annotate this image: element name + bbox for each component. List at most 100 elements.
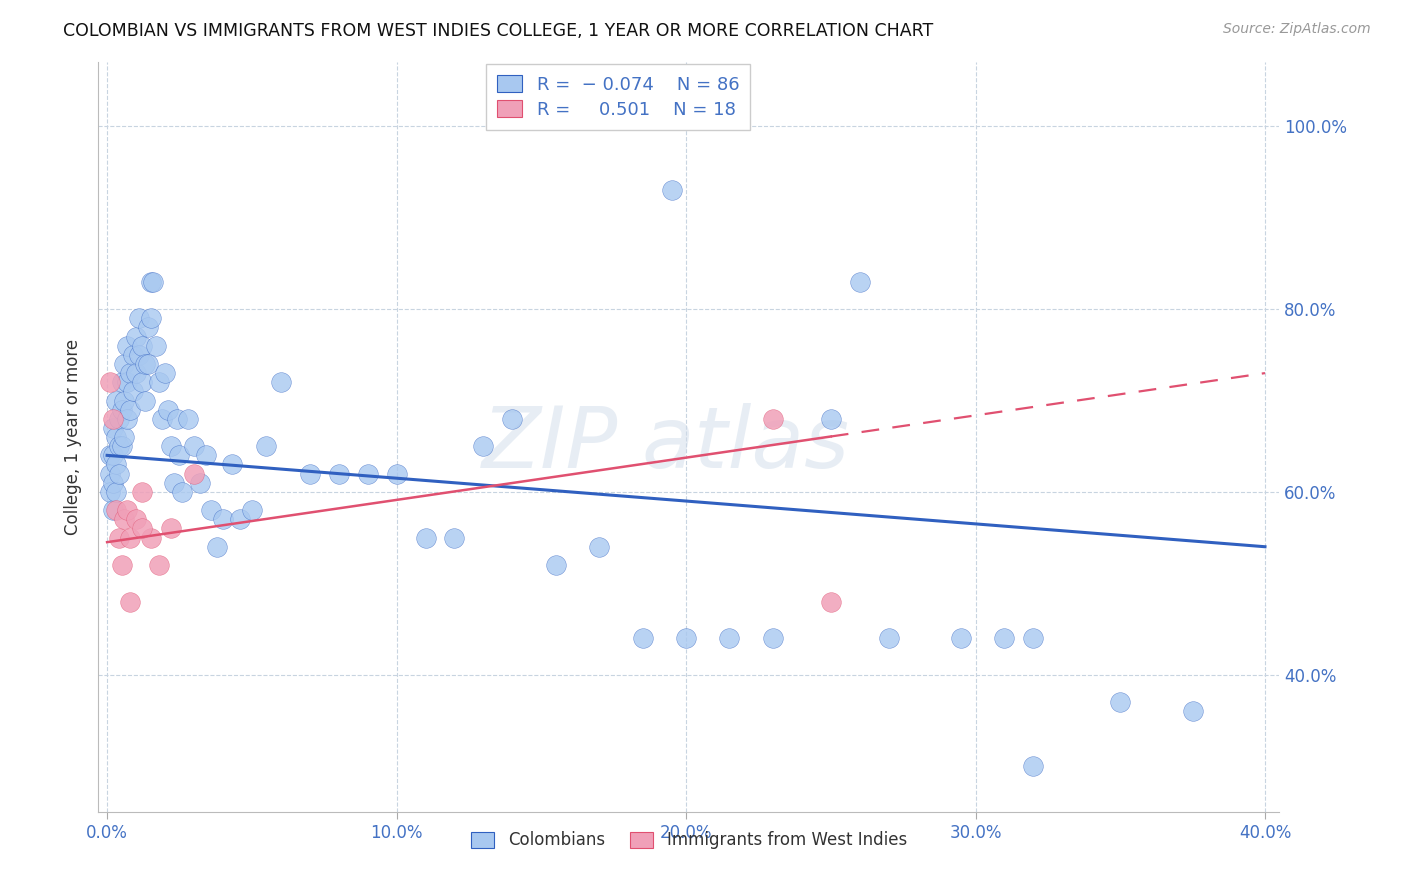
- Point: [205, 540, 228, 554]
- Point: [120, 594, 142, 608]
- Text: COLOMBIAN VS IMMIGRANTS FROM WEST INDIES COLLEGE, 1 YEAR OR MORE CORRELATION CHA: COLOMBIAN VS IMMIGRANTS FROM WEST INDIES…: [63, 22, 934, 40]
- Point: [415, 531, 437, 545]
- Point: [229, 512, 252, 526]
- Point: [131, 339, 153, 353]
- Point: [117, 339, 139, 353]
- Point: [298, 467, 321, 481]
- Point: [101, 475, 124, 490]
- Point: [544, 558, 567, 572]
- Point: [385, 467, 408, 481]
- Point: [110, 558, 132, 572]
- Point: [128, 311, 150, 326]
- Point: [128, 348, 150, 362]
- Point: [718, 631, 741, 645]
- Point: [125, 329, 148, 343]
- Point: [114, 430, 136, 444]
- Point: [101, 448, 124, 462]
- Point: [117, 412, 139, 426]
- Point: [150, 412, 173, 426]
- Point: [139, 531, 162, 545]
- Point: [104, 503, 127, 517]
- Point: [183, 467, 205, 481]
- Point: [183, 439, 205, 453]
- Point: [848, 275, 870, 289]
- Point: [110, 402, 132, 417]
- Point: [270, 376, 292, 390]
- Point: [107, 467, 129, 481]
- Point: [131, 521, 153, 535]
- Point: [107, 531, 129, 545]
- Legend: Colombians, Immigrants from West Indies: Colombians, Immigrants from West Indies: [464, 824, 914, 855]
- Point: [122, 384, 145, 399]
- Point: [588, 540, 610, 554]
- Point: [1022, 759, 1045, 773]
- Point: [114, 393, 136, 408]
- Point: [156, 402, 179, 417]
- Point: [148, 558, 170, 572]
- Text: atlas: atlas: [641, 403, 849, 486]
- Point: [194, 448, 217, 462]
- Point: [240, 503, 263, 517]
- Point: [114, 357, 136, 371]
- Point: [159, 439, 181, 453]
- Point: [172, 484, 194, 499]
- Point: [131, 484, 153, 499]
- Point: [221, 458, 243, 472]
- Point: [104, 458, 127, 472]
- Point: [200, 503, 222, 517]
- Point: [117, 376, 139, 390]
- Text: ZIP: ZIP: [482, 403, 619, 486]
- Point: [125, 366, 148, 380]
- Point: [120, 402, 142, 417]
- Point: [166, 412, 188, 426]
- Point: [98, 376, 121, 390]
- Point: [110, 376, 132, 390]
- Point: [472, 439, 495, 453]
- Point: [993, 631, 1015, 645]
- Point: [501, 412, 523, 426]
- Point: [110, 439, 132, 453]
- Point: [122, 348, 145, 362]
- Point: [188, 475, 211, 490]
- Point: [114, 512, 136, 526]
- Point: [139, 311, 162, 326]
- Point: [98, 448, 121, 462]
- Point: [762, 631, 785, 645]
- Point: [1109, 695, 1132, 709]
- Point: [661, 183, 683, 197]
- Point: [254, 439, 277, 453]
- Point: [101, 412, 124, 426]
- Point: [136, 357, 159, 371]
- Text: Source: ZipAtlas.com: Source: ZipAtlas.com: [1223, 22, 1371, 37]
- Point: [212, 512, 235, 526]
- Point: [134, 393, 156, 408]
- Point: [104, 393, 127, 408]
- Point: [148, 376, 170, 390]
- Point: [139, 275, 162, 289]
- Point: [950, 631, 973, 645]
- Point: [820, 594, 842, 608]
- Point: [675, 631, 697, 645]
- Point: [877, 631, 900, 645]
- Point: [107, 412, 129, 426]
- Point: [136, 320, 159, 334]
- Point: [631, 631, 654, 645]
- Point: [762, 412, 785, 426]
- Point: [98, 467, 121, 481]
- Point: [1022, 631, 1045, 645]
- Point: [163, 475, 186, 490]
- Point: [104, 430, 127, 444]
- Point: [159, 521, 181, 535]
- Point: [131, 376, 153, 390]
- Point: [107, 439, 129, 453]
- Point: [101, 503, 124, 517]
- Point: [328, 467, 350, 481]
- Point: [120, 531, 142, 545]
- Point: [117, 503, 139, 517]
- Point: [177, 412, 200, 426]
- Y-axis label: College, 1 year or more: College, 1 year or more: [63, 339, 82, 535]
- Point: [142, 275, 165, 289]
- Point: [104, 484, 127, 499]
- Point: [356, 467, 378, 481]
- Point: [134, 357, 156, 371]
